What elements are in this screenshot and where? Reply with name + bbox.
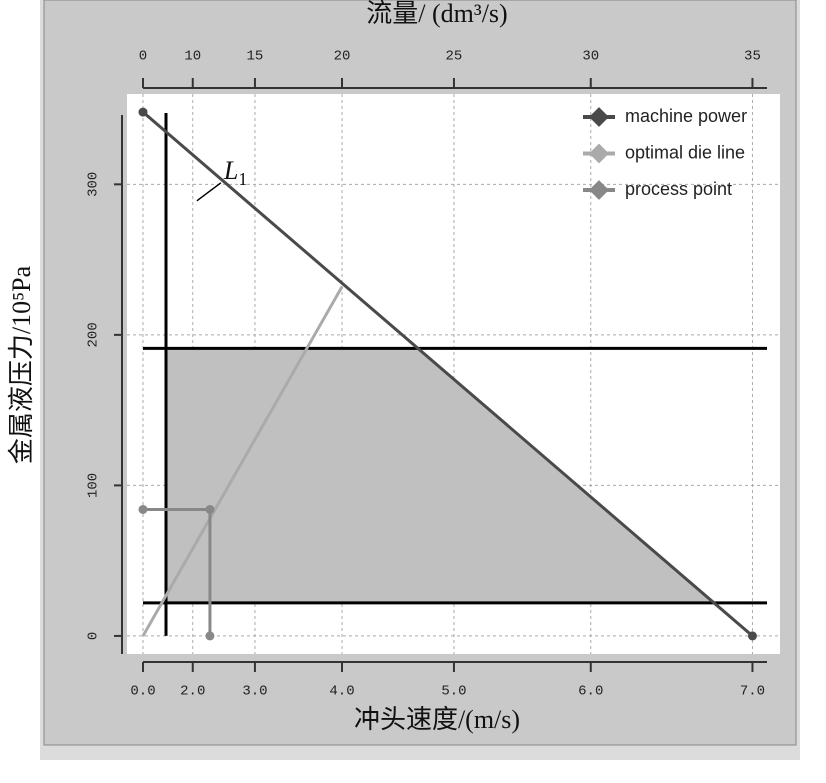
x-tick-label: 4.0 [329, 684, 354, 700]
point [747, 631, 757, 641]
point [138, 107, 148, 117]
y-tick-label: 0 [86, 632, 102, 640]
x-tick-label: 0.0 [130, 684, 155, 700]
x-tick-label: 2.0 [180, 684, 205, 700]
x-title: 冲头速度/(m/s) [354, 705, 520, 734]
x-tick-label: 5.0 [441, 684, 466, 700]
y-tick-label: 300 [86, 172, 102, 197]
y-tick-label: 100 [86, 473, 102, 498]
y-tick-label: 200 [86, 322, 102, 347]
legend-label: machine power [625, 106, 747, 126]
x-tick-label: 7.0 [740, 684, 765, 700]
x2-tick-label: 20 [334, 49, 351, 65]
y-title: 金属液压力/10⁵Pa [7, 265, 36, 464]
annotation-leader [196, 182, 222, 202]
series-line [142, 110, 754, 638]
x-tick-label: 3.0 [242, 684, 267, 700]
x2-tick-label: 0 [139, 49, 147, 65]
annotation: L1 [223, 156, 247, 189]
point [138, 504, 148, 514]
point [205, 504, 215, 514]
x2-tick-label: 25 [446, 49, 463, 65]
x2-tick-label: 30 [582, 49, 599, 65]
feasible-region [166, 348, 714, 603]
x2-tick-label: 15 [247, 49, 264, 65]
legend-label: optimal die line [625, 142, 745, 162]
series-line [141, 285, 344, 637]
annotation-text: L [223, 156, 238, 185]
x2-title: 流量/ (dm³/s) [366, 0, 507, 28]
x2-tick-label: 35 [744, 49, 761, 65]
x-tick-label: 6.0 [578, 684, 603, 700]
x2-tick-label: 10 [184, 49, 201, 65]
point [205, 631, 215, 641]
legend-label: process point [625, 179, 732, 199]
annotation-sub: 1 [238, 169, 247, 189]
